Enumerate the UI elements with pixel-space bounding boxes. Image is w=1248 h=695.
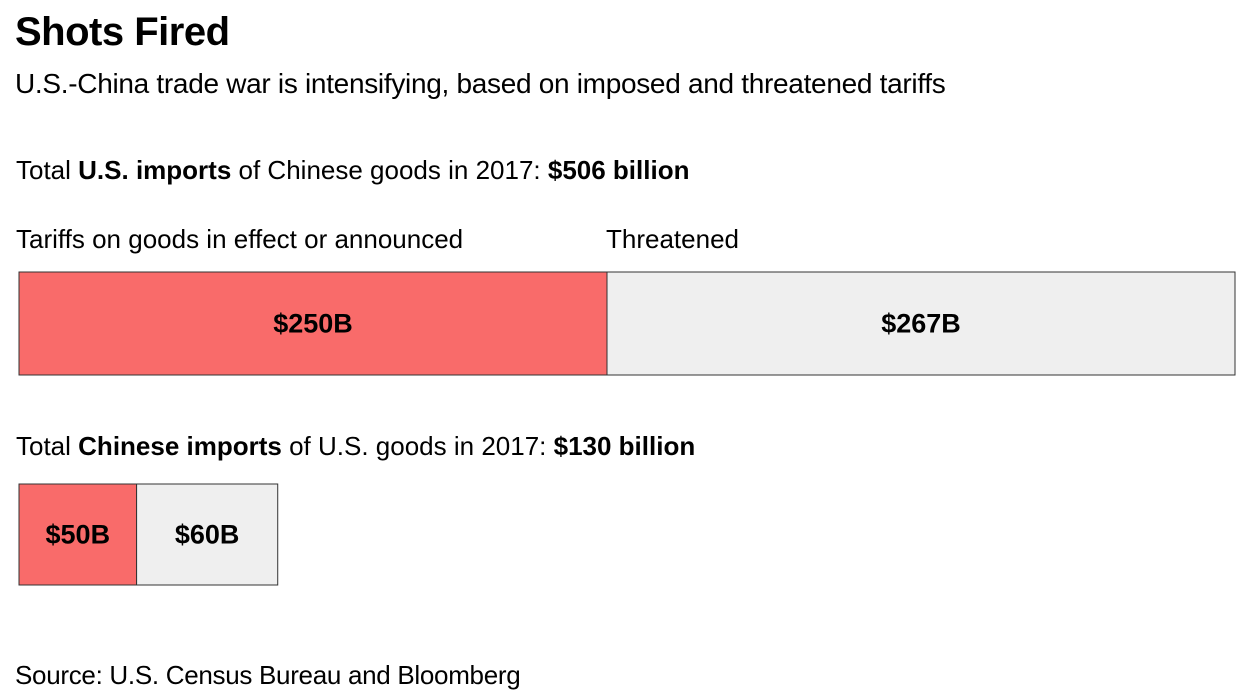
- legend-threatened: Threatened: [606, 224, 739, 254]
- bar-2-label-in-effect: $50B: [46, 520, 111, 550]
- bar-1-segment-in-effect: [18, 271, 608, 376]
- bar-2-segment-in-effect: [18, 483, 138, 586]
- source-note: Source: U.S. Census Bureau and Bloomberg: [15, 660, 521, 690]
- us-imports-total: $506 billion: [547, 155, 690, 185]
- us-imports-label: U.S. imports: [78, 155, 232, 185]
- bar-2-segment-threatened: [136, 483, 279, 586]
- bar-1-label-threatened: $267B: [881, 309, 961, 339]
- us-imports-middle: of Chinese goods in 2017:: [231, 155, 548, 185]
- china-imports-prefix: Total: [16, 431, 79, 461]
- chart-subtitle: U.S.-China trade war is intensifying, ba…: [15, 68, 946, 99]
- china-imports-heading: Total Chinese imports of U.S. goods in 2…: [16, 431, 695, 462]
- china-imports-total: $130 billion: [553, 431, 696, 461]
- us-imports-prefix: Total: [16, 155, 79, 185]
- legend-in-effect: Tariffs on goods in effect or announced: [16, 224, 464, 254]
- bar-1-label-in-effect: $250B: [273, 309, 353, 339]
- china-imports-middle: of U.S. goods in 2017:: [281, 431, 554, 461]
- bar-1-segment-threatened: [606, 271, 1236, 376]
- chart-title: Shots Fired: [15, 10, 230, 54]
- us-imports-heading: Total U.S. imports of Chinese goods in 2…: [16, 155, 689, 186]
- bar-2-label-threatened: $60B: [175, 520, 240, 550]
- china-imports-label: Chinese imports: [78, 431, 282, 461]
